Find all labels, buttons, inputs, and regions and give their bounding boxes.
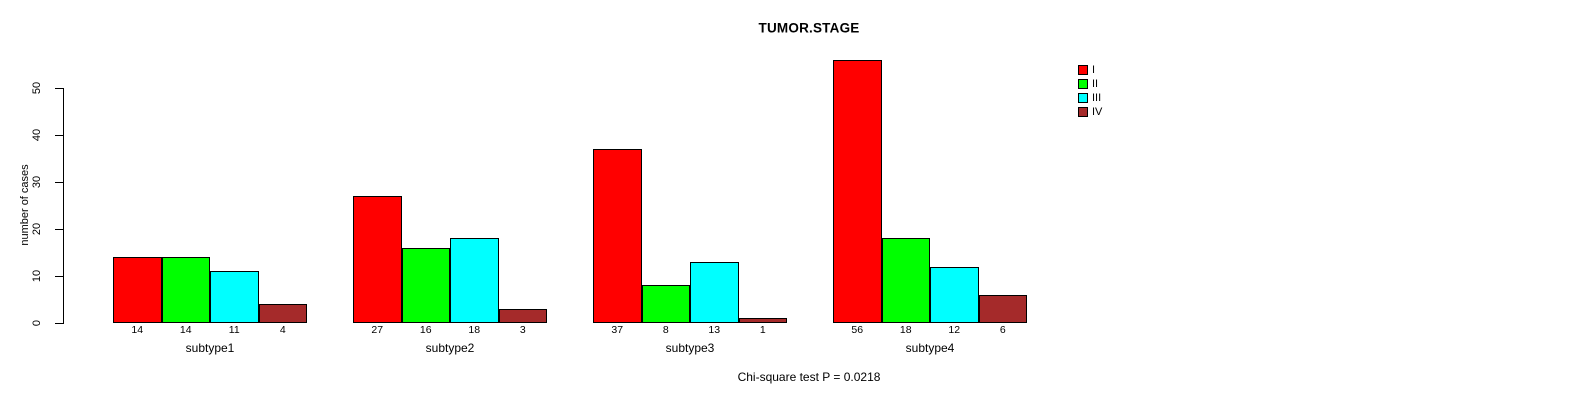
bar-stage-III-subtype4 [930,266,979,323]
bar-stage-II-subtype2 [401,247,450,323]
y-tick-mark [55,182,63,183]
y-tick-mark [55,276,63,277]
bar-stage-I-subtype3 [593,149,642,323]
legend-swatch [1078,65,1088,75]
bar-value-label: 37 [611,324,624,336]
bar-stage-III-subtype1 [210,271,259,323]
legend-label: III [1092,92,1102,104]
y-tick-label: 30 [31,175,43,189]
legend: I II III IV [1078,65,1102,121]
y-tick-mark [55,229,63,230]
bar-stage-I-subtype1 [113,257,162,323]
bar-stage-III-subtype3 [690,261,739,323]
bar-value-label: 12 [948,324,961,336]
y-tick-mark [55,323,63,324]
bar-value-label: 13 [708,324,721,336]
group-label-subtype3: subtype3 [665,341,715,355]
legend-item-II: II [1078,78,1102,90]
legend-item-III: III [1078,92,1102,104]
legend-swatch [1078,79,1088,89]
y-tick-label: 0 [31,319,43,327]
bar-value-label: 16 [419,324,432,336]
bar-value-label: 18 [468,324,481,336]
bar-value-label: 14 [179,324,192,336]
bar-stage-II-subtype4 [881,238,930,323]
bar-stage-IV-subtype3 [738,318,787,323]
group-label-subtype4: subtype4 [905,341,955,355]
y-tick-mark [55,88,63,89]
bar-value-label: 4 [279,324,286,336]
y-axis-line [63,88,64,324]
bar-stage-IV-subtype2 [498,308,547,323]
bar-value-label: 6 [999,324,1006,336]
legend-item-IV: IV [1078,106,1103,118]
bar-value-label: 18 [899,324,912,336]
bar-value-label: 27 [371,324,384,336]
legend-label: I [1092,64,1096,76]
y-tick-mark [55,135,63,136]
y-tick-label: 10 [31,269,43,283]
group-label-subtype2: subtype2 [425,341,475,355]
bar-value-label: 56 [851,324,864,336]
legend-label: II [1092,78,1099,90]
bar-stage-II-subtype1 [161,257,210,323]
bar-value-label: 8 [662,324,669,336]
y-tick-label: 40 [31,128,43,142]
legend-label: IV [1092,106,1103,118]
group-label-subtype1: subtype1 [185,341,235,355]
chart-title: TUMOR.STAGE [758,20,860,36]
bar-value-label: 14 [131,324,144,336]
legend-swatch [1078,93,1088,103]
bar-stage-III-subtype2 [450,238,499,323]
y-tick-label: 20 [31,222,43,236]
bar-value-label: 3 [519,324,526,336]
legend-swatch [1078,107,1088,117]
bar-value-label: 1 [759,324,766,336]
bar-value-label: 11 [228,324,240,336]
bar-stage-I-subtype2 [353,196,402,323]
legend-item-I: I [1078,64,1102,76]
chi-square-caption: Chi-square test P = 0.0218 [737,370,881,384]
y-axis-title: number of cases [19,164,31,246]
bar-stage-IV-subtype1 [258,304,307,323]
bar-stage-IV-subtype4 [978,294,1027,323]
bar-stage-I-subtype4 [833,59,882,323]
bar-stage-II-subtype3 [641,285,690,323]
y-tick-label: 50 [31,81,43,95]
